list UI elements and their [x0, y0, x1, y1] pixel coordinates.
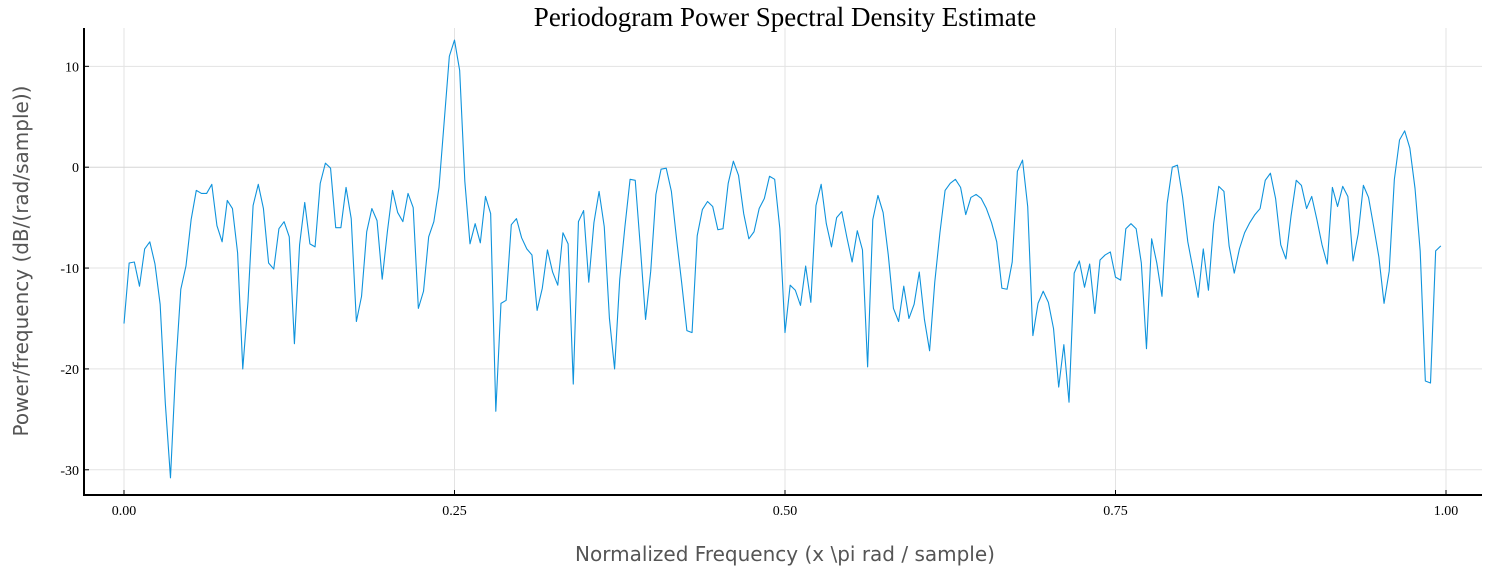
y-tick-label: 0 [72, 161, 79, 176]
x-tick-label: 1.00 [1434, 504, 1459, 519]
x-tick-label: 0.25 [442, 504, 467, 519]
x-tick-label: 0.75 [1103, 504, 1128, 519]
y-tick-label: -10 [60, 262, 79, 277]
y-tick-label: -30 [60, 464, 79, 479]
series-group [123, 39, 1442, 479]
y-axis-label: Power/frequency (dB/(rad/sample)) [9, 86, 33, 437]
x-tick-label: 0.50 [773, 504, 798, 519]
series-line-psd [123, 39, 1442, 479]
y-tick-label: -20 [60, 363, 79, 378]
chart-title: Periodogram Power Spectral Density Estim… [534, 2, 1036, 32]
x-axis-label: Normalized Frequency (x \pi rad / sample… [575, 542, 995, 566]
x-tick-label: 0.00 [112, 504, 137, 519]
ticks: 0.00 0.25 0.50 0.75 1.00 10 0 -10 -20 -30 [60, 60, 1458, 519]
grid [84, 28, 1482, 495]
y-tick-label: 10 [65, 60, 79, 75]
axes [83, 28, 1482, 496]
